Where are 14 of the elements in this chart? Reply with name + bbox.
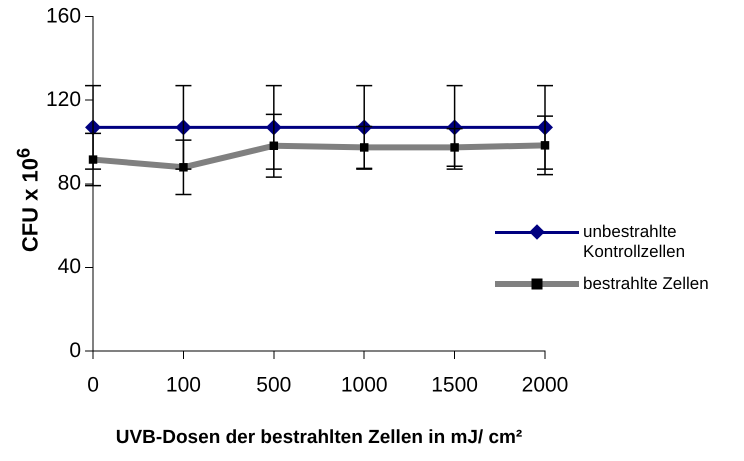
x-tick-label: 1500 bbox=[431, 373, 478, 396]
y-tick-label: 80 bbox=[58, 172, 82, 195]
x-tick-label: 100 bbox=[166, 373, 201, 396]
y-tick-label: 120 bbox=[46, 88, 82, 111]
y-tick-label: 40 bbox=[58, 255, 82, 278]
legend-label: bestrahlte Zellen bbox=[582, 274, 709, 294]
legend-label: unbestrahlte Kontrollzellen bbox=[582, 222, 686, 262]
y-tick-label: 0 bbox=[69, 338, 82, 362]
x-tick-label: 0 bbox=[87, 373, 99, 396]
x-tick-label: 2000 bbox=[522, 373, 568, 396]
x-tick-label: 1000 bbox=[340, 373, 388, 396]
x-tick-label: 500 bbox=[256, 373, 292, 396]
x-axis-title: UVB-Dosen der bestrahlten Zellen in mJ/ cm² bbox=[116, 426, 522, 448]
y-tick-label: 160 bbox=[46, 4, 82, 28]
